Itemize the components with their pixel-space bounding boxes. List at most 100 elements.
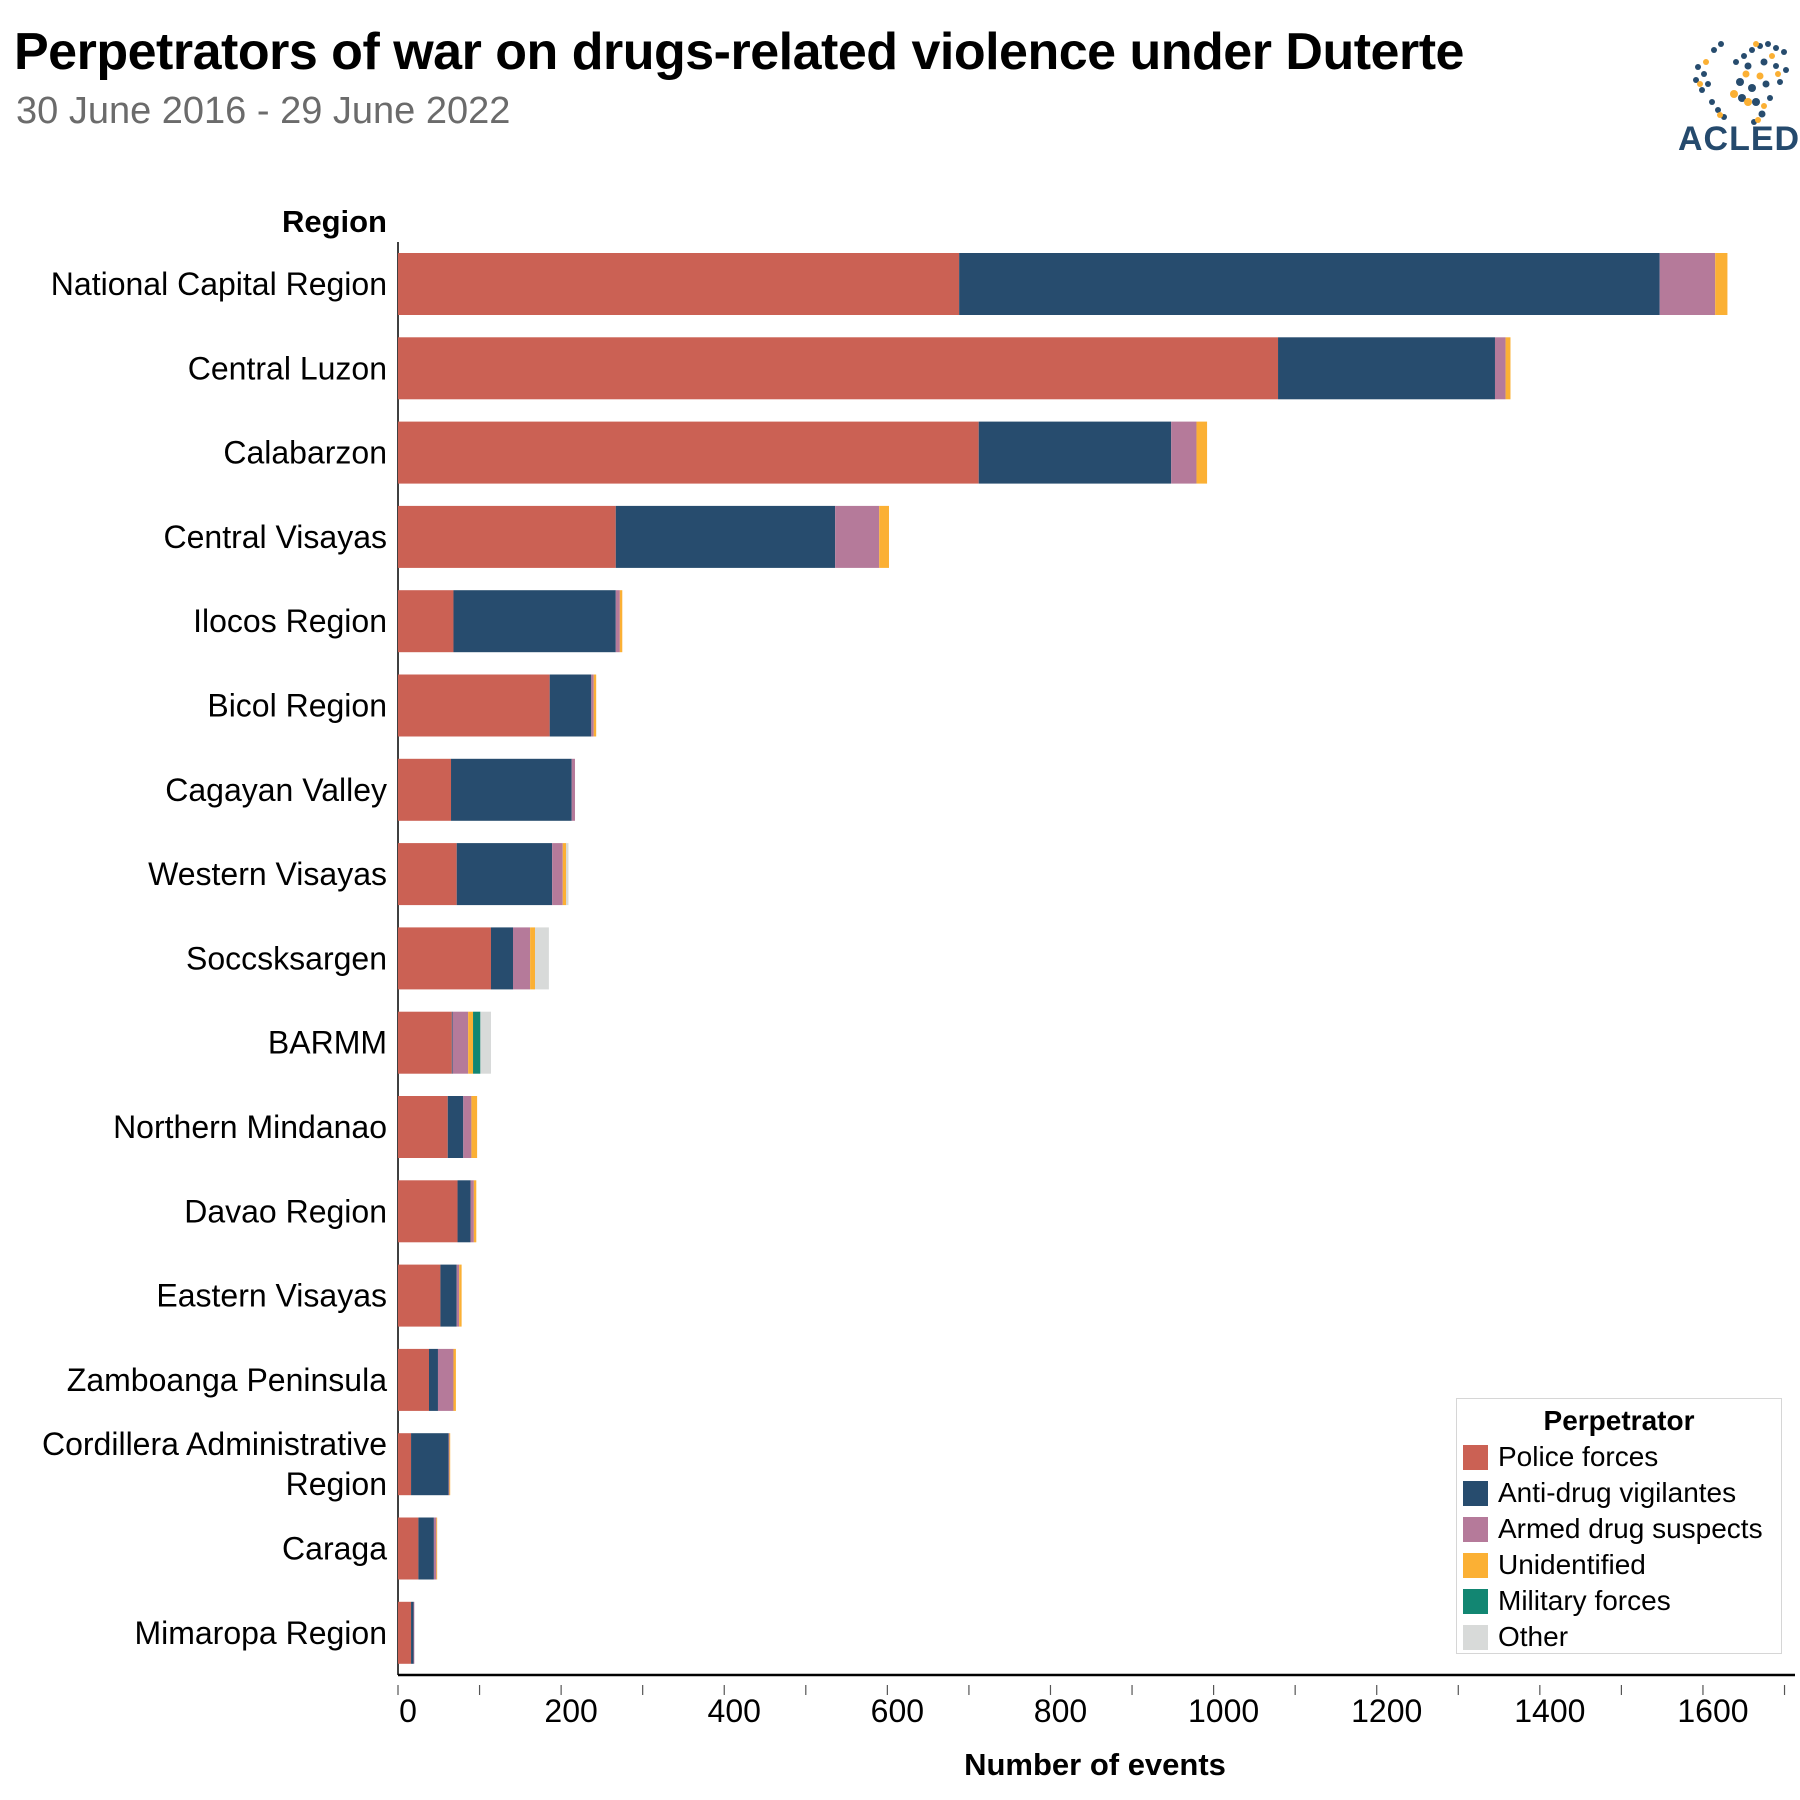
x-tick-label: 600 bbox=[871, 1693, 924, 1729]
bar-segment-police-forces bbox=[398, 1011, 452, 1074]
bar-segment-armed-drug-suspects bbox=[456, 1264, 460, 1327]
bar-segment-armed-drug-suspects bbox=[448, 1433, 450, 1496]
bar-segment-armed-drug-suspects bbox=[512, 927, 531, 990]
bar-segment-police-forces bbox=[398, 421, 979, 484]
bar-segment-anti-drug-vigilantes bbox=[411, 1433, 449, 1496]
bar-segment-anti-drug-vigilantes bbox=[418, 1517, 434, 1580]
x-tick-label: 200 bbox=[544, 1693, 597, 1729]
bar-segment-police-forces bbox=[398, 843, 457, 906]
category-label: Calabarzon bbox=[223, 435, 387, 471]
bar-segment-police-forces bbox=[398, 1601, 412, 1664]
legend-label: Armed drug suspects bbox=[1498, 1513, 1763, 1544]
legend-title: Perpetrator bbox=[1543, 1405, 1695, 1436]
bar-segment-police-forces bbox=[398, 505, 616, 568]
legend-item: Police forces bbox=[1457, 1439, 1781, 1475]
bar-segment-anti-drug-vigilantes bbox=[1278, 337, 1495, 400]
bar-segment-unidentified bbox=[530, 927, 536, 990]
bar-segment-anti-drug-vigilantes bbox=[440, 1264, 457, 1327]
category-label: Bicol Region bbox=[207, 688, 387, 724]
acled-globe-logo-icon bbox=[1693, 41, 1789, 125]
category-label: Central Visayas bbox=[163, 519, 387, 555]
bar-segment-police-forces bbox=[398, 1096, 448, 1158]
bar-segment-police-forces bbox=[398, 1433, 412, 1496]
chart-subtitle: 30 June 2016 - 29 June 2022 bbox=[16, 90, 511, 132]
legend-swatch bbox=[1463, 1444, 1488, 1470]
bar-segment-anti-drug-vigilantes bbox=[456, 843, 553, 906]
bar-segment-unidentified bbox=[1196, 421, 1208, 484]
category-label: Central Luzon bbox=[188, 350, 387, 386]
category-label: Western Visayas bbox=[148, 856, 387, 892]
bar-segment-armed-drug-suspects bbox=[463, 1096, 472, 1158]
category-label: Cagayan Valley bbox=[165, 772, 387, 808]
bar-segment-unidentified bbox=[879, 505, 889, 568]
legend-item: Military forces bbox=[1457, 1583, 1781, 1619]
bar-segment-anti-drug-vigilantes bbox=[549, 674, 592, 737]
bar-segment-police-forces bbox=[398, 1517, 419, 1580]
bar-segment-anti-drug-vigilantes bbox=[457, 1180, 471, 1243]
bar-segment-anti-drug-vigilantes bbox=[451, 758, 572, 821]
bar-segment-police-forces bbox=[398, 927, 491, 990]
category-label: Zamboanga Peninsula bbox=[67, 1362, 387, 1398]
legend-item: Unidentified bbox=[1457, 1547, 1781, 1583]
category-label: Mimaropa Region bbox=[134, 1615, 387, 1651]
legend-label: Military forces bbox=[1498, 1585, 1671, 1616]
bar-segment-armed-drug-suspects bbox=[413, 1601, 415, 1664]
bar-segment-armed-drug-suspects bbox=[452, 1011, 469, 1074]
bar-segment-police-forces bbox=[398, 253, 960, 315]
bar-segment-anti-drug-vigilantes bbox=[411, 1601, 414, 1664]
bar-segment-police-forces bbox=[398, 1264, 441, 1327]
bar-segment-unidentified bbox=[459, 1264, 462, 1327]
bar-segment-anti-drug-vigilantes bbox=[447, 1096, 464, 1158]
legend-label: Police forces bbox=[1498, 1441, 1659, 1472]
bar-segment-unidentified bbox=[593, 674, 597, 737]
x-tick-label: 1400 bbox=[1514, 1693, 1585, 1729]
chart-title: Perpetrators of war on drugs-related vio… bbox=[14, 23, 1464, 81]
bar-segment-armed-drug-suspects bbox=[437, 1348, 454, 1411]
category-label: Caraga bbox=[282, 1531, 387, 1567]
bar-segment-police-forces bbox=[398, 674, 550, 737]
category-label: Davao Region bbox=[184, 1193, 387, 1229]
bar-segment-armed-drug-suspects bbox=[1494, 337, 1506, 400]
x-axis-title: Number of events bbox=[964, 1747, 1226, 1782]
legend-swatch bbox=[1463, 1624, 1488, 1650]
bar-segment-police-forces bbox=[398, 337, 1279, 400]
bar-segment-anti-drug-vigilantes bbox=[490, 927, 513, 990]
bar-segment-anti-drug-vigilantes bbox=[615, 505, 836, 568]
legend: Perpetrator Police forces Anti-drug vigil… bbox=[1456, 1398, 1782, 1654]
bar-segment-unidentified bbox=[473, 1180, 477, 1243]
bar-segment-other bbox=[535, 927, 549, 990]
bar-segment-unidentified bbox=[619, 590, 623, 653]
legend-item: Anti-drug vigilantes bbox=[1457, 1475, 1781, 1511]
bar-segment-armed-drug-suspects bbox=[1659, 253, 1716, 315]
bar-segment-armed-drug-suspects bbox=[433, 1517, 437, 1580]
category-label: Ilocos Region bbox=[193, 603, 387, 639]
x-tick-label: 1200 bbox=[1351, 1693, 1422, 1729]
category-label: Region bbox=[286, 1466, 387, 1502]
legend-label: Anti-drug vigilantes bbox=[1498, 1477, 1737, 1508]
bar-segment-unidentified bbox=[562, 843, 567, 906]
bar-segment-unidentified bbox=[449, 1433, 451, 1496]
x-tick-label: 400 bbox=[708, 1693, 761, 1729]
bar-segment-anti-drug-vigilantes bbox=[451, 1011, 453, 1074]
bar-segment-unidentified bbox=[1505, 337, 1511, 400]
category-label: National Capital Region bbox=[51, 266, 387, 302]
acled-logo-text: ACLED bbox=[1678, 120, 1800, 158]
bar-segment-armed-drug-suspects bbox=[591, 674, 594, 737]
bar-segment-military-forces bbox=[473, 1011, 481, 1074]
category-label: BARMM bbox=[268, 1025, 387, 1061]
bar-segment-unidentified bbox=[1715, 253, 1728, 315]
bar-segment-anti-drug-vigilantes bbox=[959, 253, 1660, 315]
bar-segment-armed-drug-suspects bbox=[571, 758, 575, 821]
x-tick-label: 800 bbox=[1034, 1693, 1087, 1729]
bar-segment-anti-drug-vigilantes bbox=[428, 1348, 438, 1411]
bar-segment-police-forces bbox=[398, 590, 454, 653]
bar-segment-armed-drug-suspects bbox=[835, 505, 880, 568]
bar-segment-armed-drug-suspects bbox=[552, 843, 563, 906]
legend-item: Other bbox=[1457, 1619, 1781, 1655]
bar-segment-police-forces bbox=[398, 1348, 429, 1411]
bar-segment-unidentified bbox=[471, 1096, 478, 1158]
y-axis-title: Region bbox=[282, 204, 387, 239]
bar-segment-unidentified bbox=[453, 1348, 456, 1411]
category-label: Eastern Visayas bbox=[156, 1278, 387, 1314]
